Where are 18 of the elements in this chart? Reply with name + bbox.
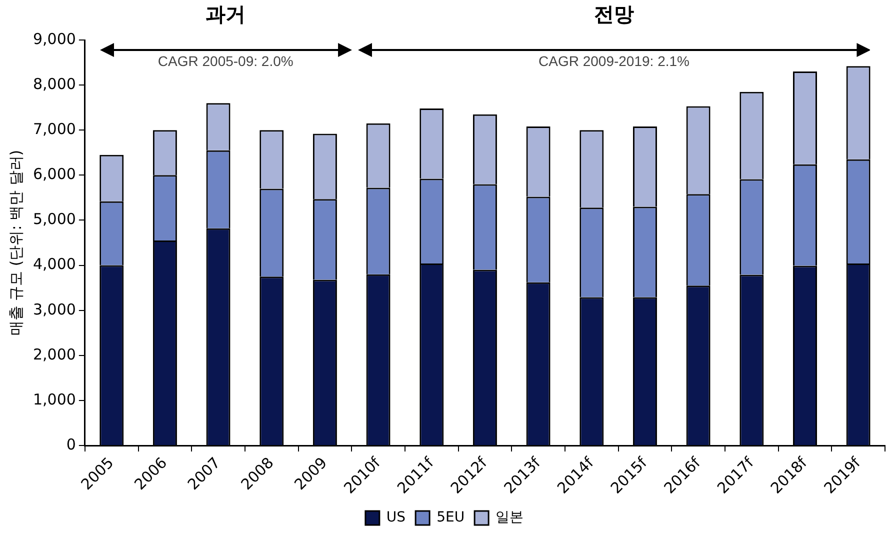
legend-label: US	[386, 510, 406, 526]
text: 전망	[594, 2, 634, 26]
y-tick-label: 9,000	[32, 30, 76, 48]
y-tick-label: 2,000	[32, 345, 76, 364]
y-tick-label: 4,000	[32, 255, 76, 274]
y-tick-label: 6,000	[32, 165, 76, 184]
annotation: CAGR 2009-2019: 2.1%	[538, 52, 690, 69]
y-tick-label: 5,000	[32, 210, 76, 228]
y-tick-label: 7,000	[32, 120, 76, 138]
y-tick-label: 3,000	[32, 300, 76, 318]
y-axis-title: 매출 규모 (단위: 백만 달러)	[6, 150, 25, 336]
legend-label: 일본	[496, 510, 524, 526]
annotation: CAGR 2005-09: 2.0%	[158, 52, 294, 69]
text: 과거	[206, 2, 246, 26]
y-tick-label: 1,000	[32, 390, 76, 408]
y-tick-label: 0	[66, 435, 76, 454]
y-tick-label: 8,000	[32, 74, 76, 93]
legend-label: 5EU	[436, 510, 465, 526]
